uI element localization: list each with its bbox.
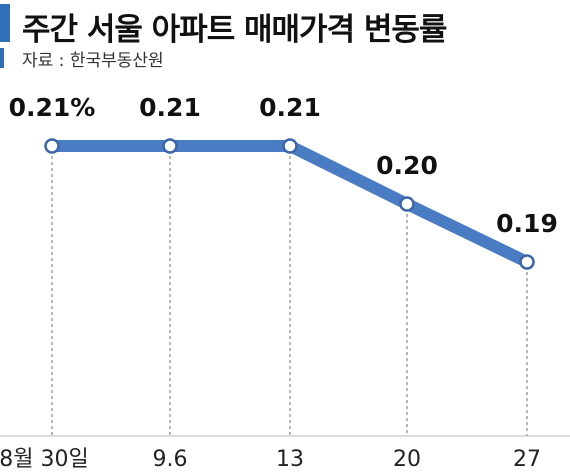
data-point-3 [399,196,415,212]
x-tick-label-0: 8월 30일 [0,447,89,472]
data-point-2 [282,138,298,154]
x-tick-label-4: 27 [513,447,541,472]
data-point-0 [44,138,60,154]
x-tick-label-2: 13 [276,447,304,472]
x-tick-label-1: 9.6 [153,447,188,472]
data-label-1: 0.21 [139,93,201,122]
data-label-4: 0.19 [496,209,558,238]
data-point-1 [162,138,178,154]
title-accent-bar [0,4,10,42]
source-accent-bar [0,48,4,68]
data-label-2: 0.21 [259,93,321,122]
data-label-0: 0.21% [9,93,96,122]
title-bar: 주간 서울 아파트 매매가격 변동률 [0,2,570,48]
chart-source: 자료 : 한국부동산원 [22,51,164,71]
chart-title: 주간 서울 아파트 매매가격 변동률 [22,12,447,48]
x-tick-label-3: 20 [393,447,421,472]
data-label-3: 0.20 [376,151,438,180]
data-point-4 [519,254,535,270]
